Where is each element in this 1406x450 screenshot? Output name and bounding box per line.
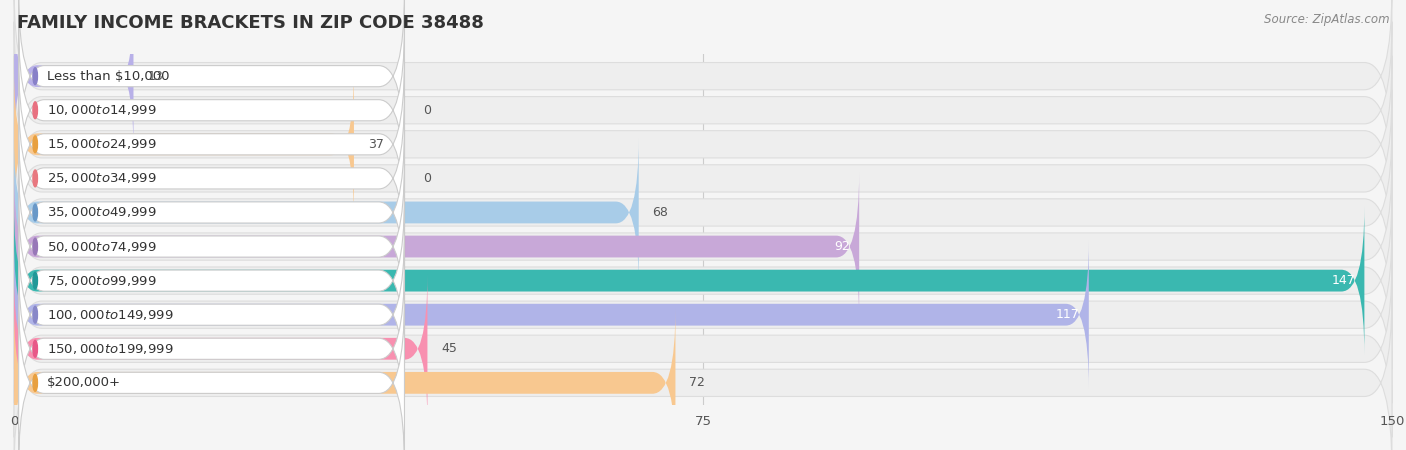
FancyBboxPatch shape xyxy=(14,260,1392,437)
FancyBboxPatch shape xyxy=(18,25,405,195)
Circle shape xyxy=(32,238,38,255)
FancyBboxPatch shape xyxy=(14,240,1088,389)
FancyBboxPatch shape xyxy=(14,274,427,423)
Circle shape xyxy=(32,68,38,85)
FancyBboxPatch shape xyxy=(14,124,1392,301)
Text: $35,000 to $49,999: $35,000 to $49,999 xyxy=(46,206,156,220)
Text: $100,000 to $149,999: $100,000 to $149,999 xyxy=(46,308,173,322)
Text: 92: 92 xyxy=(834,240,851,253)
FancyBboxPatch shape xyxy=(18,162,405,331)
Text: 37: 37 xyxy=(368,138,384,151)
Text: 45: 45 xyxy=(441,342,457,355)
FancyBboxPatch shape xyxy=(14,0,1392,165)
Text: FAMILY INCOME BRACKETS IN ZIP CODE 38488: FAMILY INCOME BRACKETS IN ZIP CODE 38488 xyxy=(17,14,484,32)
FancyBboxPatch shape xyxy=(14,207,1364,355)
FancyBboxPatch shape xyxy=(18,94,405,263)
FancyBboxPatch shape xyxy=(14,158,1392,335)
Text: Source: ZipAtlas.com: Source: ZipAtlas.com xyxy=(1264,14,1389,27)
FancyBboxPatch shape xyxy=(18,59,405,229)
FancyBboxPatch shape xyxy=(18,196,405,365)
Circle shape xyxy=(32,374,38,391)
Text: $50,000 to $74,999: $50,000 to $74,999 xyxy=(46,239,156,253)
FancyBboxPatch shape xyxy=(14,294,1392,450)
Circle shape xyxy=(32,136,38,153)
FancyBboxPatch shape xyxy=(18,128,405,297)
Circle shape xyxy=(32,306,38,323)
Circle shape xyxy=(32,102,38,119)
FancyBboxPatch shape xyxy=(18,298,405,450)
FancyBboxPatch shape xyxy=(14,309,675,450)
FancyBboxPatch shape xyxy=(14,172,859,321)
Text: 68: 68 xyxy=(652,206,668,219)
Text: $150,000 to $199,999: $150,000 to $199,999 xyxy=(46,342,173,356)
FancyBboxPatch shape xyxy=(14,56,1392,233)
Circle shape xyxy=(32,204,38,221)
Text: Less than $10,000: Less than $10,000 xyxy=(46,70,169,83)
FancyBboxPatch shape xyxy=(14,22,1392,199)
Circle shape xyxy=(32,340,38,357)
Circle shape xyxy=(32,170,38,187)
Text: $25,000 to $34,999: $25,000 to $34,999 xyxy=(46,171,156,185)
Text: $200,000+: $200,000+ xyxy=(46,376,121,389)
Text: 117: 117 xyxy=(1056,308,1080,321)
Text: $15,000 to $24,999: $15,000 to $24,999 xyxy=(46,137,156,151)
FancyBboxPatch shape xyxy=(14,2,134,150)
Text: 0: 0 xyxy=(423,172,430,185)
Text: $75,000 to $99,999: $75,000 to $99,999 xyxy=(46,274,156,288)
FancyBboxPatch shape xyxy=(14,226,1392,403)
FancyBboxPatch shape xyxy=(14,192,1392,369)
Text: 147: 147 xyxy=(1331,274,1355,287)
FancyBboxPatch shape xyxy=(14,90,1392,267)
Text: 0: 0 xyxy=(423,104,430,117)
FancyBboxPatch shape xyxy=(18,264,405,434)
FancyBboxPatch shape xyxy=(18,230,405,400)
FancyBboxPatch shape xyxy=(14,70,354,219)
Text: $10,000 to $14,999: $10,000 to $14,999 xyxy=(46,103,156,117)
FancyBboxPatch shape xyxy=(18,0,405,161)
Text: 72: 72 xyxy=(689,376,704,389)
Circle shape xyxy=(32,272,38,289)
FancyBboxPatch shape xyxy=(14,138,638,287)
Text: 13: 13 xyxy=(148,70,163,83)
